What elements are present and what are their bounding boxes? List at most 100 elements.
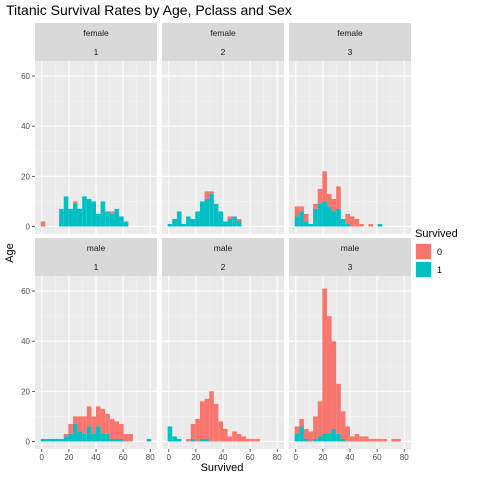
bar-died (363, 436, 369, 442)
bar-survived (213, 203, 219, 227)
bar-survived (326, 206, 332, 227)
bar-survived (119, 216, 124, 227)
bar-survived (317, 436, 323, 442)
bar-died (109, 211, 115, 214)
x-tick-label: 60 (246, 453, 255, 462)
bar-survived (45, 438, 50, 442)
x-tick-label: 80 (400, 453, 409, 462)
legend-key-swatch (416, 262, 431, 277)
facet-strip-sex-label: female (210, 28, 236, 38)
facet-strip-sex-label: male (87, 243, 106, 253)
bar-died (368, 438, 374, 442)
bar-survived (294, 433, 300, 442)
facet-panel-female-3: female 3 (289, 23, 411, 234)
legend-key-swatch (416, 244, 431, 259)
facet-strip-pclass-label: 2 (221, 262, 226, 272)
x-axis-title: Survived (201, 462, 244, 474)
facet-panel-female-1: female 1 0 20 40 60 (21, 23, 157, 234)
bar-survived (195, 211, 200, 227)
bar-died (96, 406, 101, 427)
bar-died (331, 198, 337, 212)
bar-survived (123, 221, 129, 227)
bar-died (105, 413, 110, 434)
bar-survived (77, 208, 83, 227)
bar-survived (313, 438, 318, 442)
bar-died (123, 433, 129, 442)
bar-died (336, 383, 341, 434)
bar-survived (96, 213, 101, 227)
bar-survived (190, 438, 196, 442)
y-tick-label: 40 (21, 337, 30, 346)
bar-survived (63, 436, 69, 442)
bar-died (100, 408, 106, 434)
bar-died (368, 223, 374, 227)
bar-died (209, 391, 214, 442)
bar-died (232, 431, 237, 442)
bar-survived (72, 203, 78, 227)
bar-survived (40, 438, 46, 442)
bar-died (313, 416, 318, 439)
bar-survived (109, 438, 115, 442)
x-tick-label: 60 (373, 453, 382, 462)
bar-survived (86, 426, 92, 442)
bar-died (255, 438, 260, 442)
y-tick-label: 60 (21, 72, 30, 81)
bar-died (322, 288, 327, 434)
legend-title: Survived (415, 228, 458, 240)
bar-survived (294, 216, 300, 227)
bar-died (382, 438, 387, 442)
chart-title: Titanic Survival Rates by Age, Pclass an… (6, 2, 292, 18)
bar-survived (204, 198, 210, 227)
bar-survived (199, 201, 205, 227)
bar-died (350, 436, 355, 442)
bar-survived (199, 438, 205, 442)
bar-died (82, 416, 87, 434)
bar-survived (68, 208, 73, 227)
bar-survived (119, 438, 124, 442)
x-tick-label: 80 (273, 453, 282, 462)
bar-died (294, 426, 300, 434)
bar-survived (68, 433, 73, 442)
bar-died (359, 436, 364, 442)
x-tick-label: 0 (167, 453, 172, 462)
bar-died (227, 216, 233, 219)
bar-survived (91, 201, 96, 227)
x-tick-label: 60 (119, 453, 128, 462)
bar-died (199, 401, 205, 439)
bar-survived (114, 208, 120, 227)
bar-died (204, 191, 210, 199)
bar-died (72, 201, 78, 204)
bar-survived (331, 211, 337, 227)
bar-died (236, 218, 242, 222)
legend-entry-label: 1 (437, 265, 442, 275)
facet-strip-sex (289, 23, 411, 43)
bar-died (317, 401, 323, 437)
facet-panel-female-2: female 2 (162, 23, 284, 234)
bar-survived (114, 438, 120, 442)
bar-survived (86, 198, 92, 227)
bar-survived (331, 428, 337, 442)
bar-survived (105, 211, 110, 227)
bar-died (299, 206, 304, 212)
facet-strip-sex-label: male (341, 243, 360, 253)
bar-died (391, 438, 397, 442)
facet-strip-pclass-label: 2 (221, 47, 226, 57)
bar-survived (204, 438, 210, 442)
bar-died (204, 398, 210, 439)
bar-died (313, 203, 318, 209)
bar-died (128, 433, 133, 442)
facet-strip-pclass (289, 258, 411, 276)
bar-died (377, 438, 383, 442)
facet-panel-male-1: male 1 0 20 40 60 0 20 40 60 80 (21, 238, 157, 462)
bar-died (209, 191, 214, 194)
bar-died (223, 428, 228, 442)
bar-died (86, 406, 92, 427)
bar-died (354, 433, 360, 442)
bar-died (350, 216, 355, 227)
y-tick-label: 20 (21, 387, 30, 396)
facet-strip-sex (162, 238, 284, 258)
y-axis-title: Age (4, 243, 16, 263)
legend-entry-label: 0 (437, 247, 442, 257)
